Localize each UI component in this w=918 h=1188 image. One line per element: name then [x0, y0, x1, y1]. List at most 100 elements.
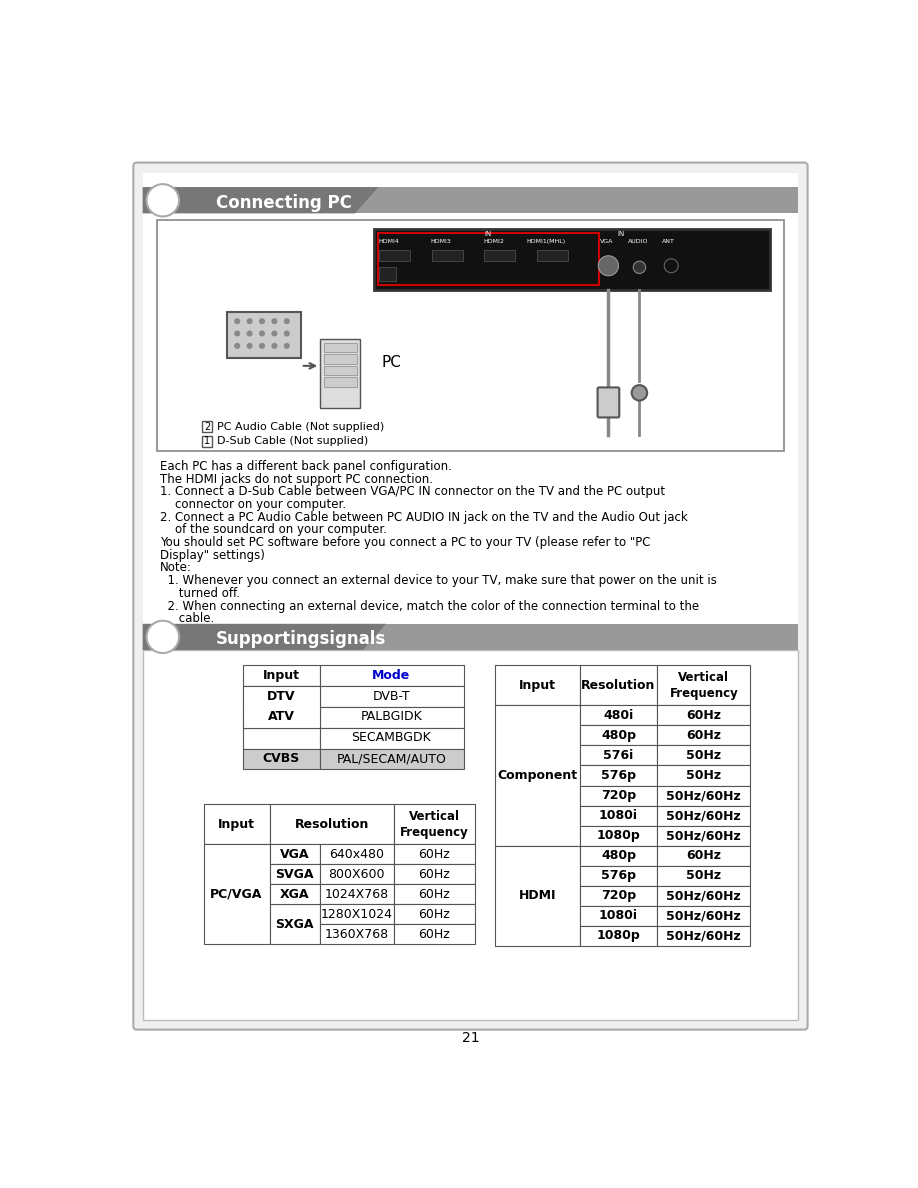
Circle shape	[599, 255, 619, 276]
Circle shape	[235, 343, 240, 348]
Bar	[242, 707, 320, 728]
Bar	[580, 746, 657, 765]
Circle shape	[147, 620, 179, 653]
Text: 800X600: 800X600	[329, 867, 385, 880]
Text: 2. When connecting an external device, match the color of the connection termina: 2. When connecting an external device, m…	[160, 600, 699, 613]
Text: 1080p: 1080p	[597, 829, 641, 842]
Circle shape	[272, 318, 276, 323]
Bar	[657, 665, 750, 706]
Circle shape	[235, 331, 240, 336]
Bar	[320, 728, 464, 748]
Text: 60Hz: 60Hz	[687, 849, 722, 862]
Text: IN: IN	[617, 232, 624, 238]
Text: 1360X768: 1360X768	[324, 928, 388, 941]
Bar	[270, 864, 320, 884]
Text: The HDMI jacks do not support PC connection.: The HDMI jacks do not support PC connect…	[160, 473, 432, 486]
Text: 60Hz: 60Hz	[419, 928, 450, 941]
Bar	[202, 436, 212, 447]
Text: 50Hz/60Hz: 50Hz/60Hz	[666, 909, 741, 922]
Text: 480p: 480p	[601, 729, 636, 742]
Circle shape	[147, 184, 179, 216]
Text: 60Hz: 60Hz	[419, 908, 450, 921]
Text: SXGA: SXGA	[275, 917, 314, 930]
Text: 576i: 576i	[603, 748, 633, 762]
Bar	[157, 220, 784, 450]
Text: 50Hz: 50Hz	[686, 870, 722, 883]
Circle shape	[285, 318, 289, 323]
Bar	[580, 726, 657, 746]
Bar	[580, 846, 657, 866]
Text: 50Hz/60Hz: 50Hz/60Hz	[666, 829, 741, 842]
Circle shape	[632, 385, 647, 400]
Text: 50Hz: 50Hz	[686, 748, 722, 762]
Bar	[320, 687, 464, 707]
Text: 21: 21	[462, 1031, 479, 1045]
Text: 50Hz/60Hz: 50Hz/60Hz	[666, 809, 741, 822]
Bar	[580, 706, 657, 726]
Circle shape	[633, 261, 645, 273]
Text: 50Hz/60Hz: 50Hz/60Hz	[666, 929, 741, 942]
Bar	[320, 904, 394, 924]
Bar	[378, 233, 599, 285]
Circle shape	[285, 331, 289, 336]
Bar	[657, 826, 750, 846]
Text: HDMI1(MHL): HDMI1(MHL)	[527, 239, 566, 244]
Text: HDMI4: HDMI4	[378, 239, 398, 244]
Text: Vertical
Frequency: Vertical Frequency	[399, 809, 468, 839]
FancyBboxPatch shape	[598, 387, 620, 417]
Text: 1. Connect a D-Sub Cable between VGA/PC IN connector on the TV and the PC output: 1. Connect a D-Sub Cable between VGA/PC …	[160, 485, 665, 498]
Bar	[580, 765, 657, 785]
Bar	[142, 188, 799, 214]
Text: cable.: cable.	[160, 612, 214, 625]
Text: Mode: Mode	[373, 669, 410, 682]
Bar	[580, 826, 657, 846]
Bar	[270, 884, 320, 904]
Bar	[242, 748, 320, 770]
Bar	[657, 866, 750, 885]
Text: 60Hz: 60Hz	[419, 887, 450, 901]
Text: CVBS: CVBS	[263, 752, 300, 765]
Text: 576p: 576p	[601, 769, 636, 782]
Circle shape	[285, 343, 289, 348]
Text: HDMI: HDMI	[519, 889, 556, 902]
Text: 50Hz/60Hz: 50Hz/60Hz	[666, 789, 741, 802]
Bar	[657, 846, 750, 866]
Text: VGA: VGA	[600, 239, 613, 244]
Bar	[320, 843, 394, 864]
Text: 720p: 720p	[601, 889, 636, 902]
Bar	[242, 687, 320, 707]
Text: 1024X768: 1024X768	[324, 887, 388, 901]
Bar	[324, 354, 356, 364]
Text: 1080i: 1080i	[599, 809, 638, 822]
Bar	[320, 748, 464, 770]
Bar	[394, 924, 476, 944]
Text: Display" settings): Display" settings)	[160, 549, 264, 562]
Text: 60Hz: 60Hz	[419, 867, 450, 880]
FancyBboxPatch shape	[133, 163, 808, 1030]
Bar	[202, 422, 212, 432]
Bar	[657, 805, 750, 826]
Bar	[142, 624, 799, 650]
Circle shape	[235, 318, 240, 323]
Bar	[379, 267, 396, 282]
Text: Resolution: Resolution	[581, 678, 655, 691]
Bar	[320, 339, 361, 409]
Circle shape	[260, 331, 264, 336]
Text: 1: 1	[204, 436, 210, 447]
Circle shape	[260, 318, 264, 323]
Text: HDMI2: HDMI2	[483, 239, 504, 244]
Bar	[394, 884, 476, 904]
Text: 50Hz: 50Hz	[686, 769, 722, 782]
Text: 480i: 480i	[603, 709, 633, 722]
Text: SVGA: SVGA	[275, 867, 314, 880]
Text: turned off.: turned off.	[160, 587, 240, 600]
Text: PC Audio Cable (Not supplied): PC Audio Cable (Not supplied)	[217, 422, 385, 431]
Text: 480p: 480p	[601, 849, 636, 862]
Bar	[394, 864, 476, 884]
Bar	[375, 229, 769, 290]
Text: Vertical
Frequency: Vertical Frequency	[669, 671, 738, 700]
Bar	[580, 905, 657, 925]
Circle shape	[260, 343, 264, 348]
Bar	[580, 785, 657, 805]
Text: 1080i: 1080i	[599, 909, 638, 922]
